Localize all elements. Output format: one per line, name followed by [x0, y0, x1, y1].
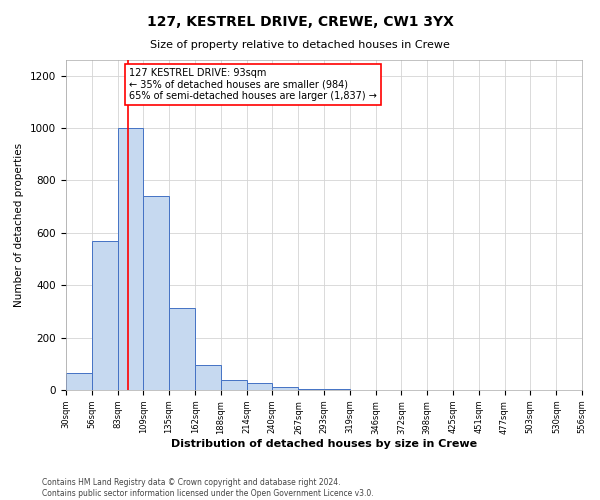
- Bar: [143, 196, 169, 390]
- Bar: [272, 388, 298, 390]
- Bar: [169, 308, 196, 390]
- Bar: [118, 128, 143, 390]
- Text: Contains HM Land Registry data © Crown copyright and database right 2024.
Contai: Contains HM Land Registry data © Crown c…: [42, 478, 374, 498]
- X-axis label: Distribution of detached houses by size in Crewe: Distribution of detached houses by size …: [171, 439, 477, 449]
- Text: 127, KESTREL DRIVE, CREWE, CW1 3YX: 127, KESTREL DRIVE, CREWE, CW1 3YX: [146, 15, 454, 29]
- Bar: [66, 373, 92, 390]
- Bar: [298, 389, 324, 390]
- Bar: [221, 380, 247, 390]
- Text: 127 KESTREL DRIVE: 93sqm
← 35% of detached houses are smaller (984)
65% of semi-: 127 KESTREL DRIVE: 93sqm ← 35% of detach…: [129, 68, 377, 101]
- Bar: [196, 365, 221, 390]
- Bar: [92, 240, 118, 390]
- Bar: [247, 384, 272, 390]
- Text: Size of property relative to detached houses in Crewe: Size of property relative to detached ho…: [150, 40, 450, 50]
- Y-axis label: Number of detached properties: Number of detached properties: [14, 143, 25, 307]
